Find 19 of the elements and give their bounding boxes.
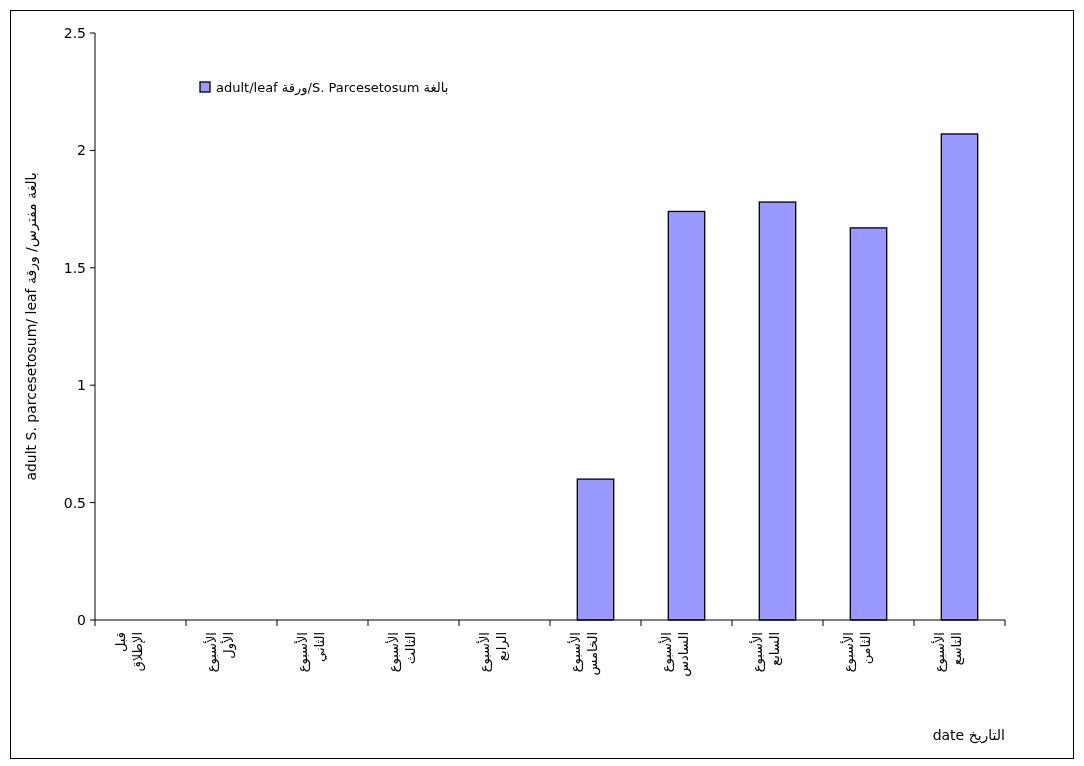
legend-label: بالغة S. Parcesetosum/ورقة adult/leaf: [216, 80, 449, 96]
x-tick-label: الأسبوع الثاني: [293, 632, 327, 673]
y-tick-label: 1: [77, 377, 86, 394]
y-tick-label: 0.5: [63, 494, 86, 511]
x-tick-label: الأسبوع الثامن: [839, 632, 874, 673]
x-tick-label: الأسبوع السابع: [748, 632, 783, 673]
y-tick-label: 1.5: [63, 259, 86, 276]
y-tick-label: 2: [77, 142, 86, 159]
y-tick-label: 2.5: [63, 25, 86, 41]
x-tick-label: الأسبوع الرابع: [475, 632, 510, 673]
x-tick-label: الأسبوع الأول: [202, 632, 237, 673]
x-tick-label: قبل الإطلاق: [112, 632, 146, 672]
x-tick-label: الأسبوع الثالث: [384, 632, 418, 673]
x-tick-label: الأسبوع التاسع: [930, 632, 965, 673]
y-axis-title: بالغة مفترس/ ورقة adult S. parcesetosum/ leaf: [23, 172, 40, 481]
x-tick-label: الأسبوع الخامس: [566, 632, 601, 676]
x-axis-title: التاريخ date: [932, 727, 1005, 744]
y-tick-label: 0: [77, 612, 86, 628]
x-tick-label: الأسبوع السادس: [657, 632, 692, 677]
